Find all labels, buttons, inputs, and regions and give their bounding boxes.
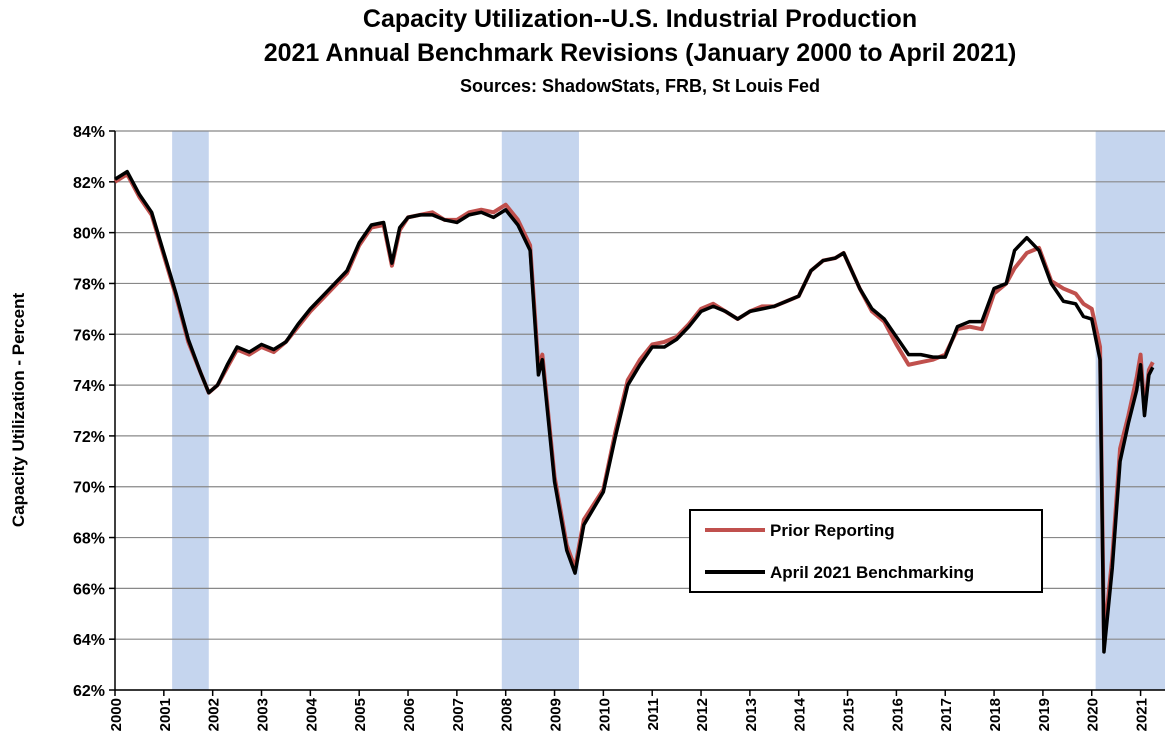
y-tick-label: 74%: [73, 378, 105, 395]
x-tick-label: 2002: [206, 698, 223, 731]
y-tick-label: 80%: [73, 226, 105, 243]
x-tick-label: 2020: [1085, 698, 1102, 731]
y-tick-label: 68%: [73, 531, 105, 548]
y-tick-label: 78%: [73, 276, 105, 293]
y-tick-label: 72%: [73, 429, 105, 446]
x-tick-label: 2012: [694, 698, 711, 731]
x-tick-label: 2015: [841, 698, 858, 731]
x-tick-label: 2001: [157, 698, 174, 731]
y-tick-label: 62%: [73, 683, 105, 700]
x-tick-label: 2004: [303, 697, 320, 731]
legend-box: [689, 509, 1043, 593]
x-tick-label: 2010: [596, 698, 613, 731]
y-axis-label: Capacity Utilization - Percent: [9, 293, 28, 528]
y-tick-label: 70%: [73, 480, 105, 497]
x-tick-label: 2009: [548, 698, 565, 731]
recession-shade: [172, 131, 209, 690]
x-tick-label: 2013: [743, 698, 760, 731]
x-tick-label: 2011: [645, 698, 662, 731]
chart-source: Sources: ShadowStats, FRB, St Louis Fed: [460, 76, 820, 96]
x-tick-label: 2008: [499, 698, 516, 731]
x-tick-label: 2014: [792, 697, 809, 731]
x-tick-label: 2006: [401, 698, 418, 731]
y-tick-label: 76%: [73, 327, 105, 344]
x-tick-label: 2000: [108, 698, 125, 731]
y-tick-label: 84%: [73, 124, 105, 141]
chart-subtitle: 2021 Annual Benchmark Revisions (January…: [264, 39, 1017, 67]
recession-shade: [501, 131, 579, 690]
x-tick-label: 2021: [1134, 698, 1151, 731]
x-tick-label: 2005: [352, 698, 369, 731]
legend-label: Prior Reporting: [770, 521, 895, 540]
series-line: [114, 169, 1155, 654]
legend-label: April 2021 Benchmarking: [770, 563, 974, 582]
x-tick-label: 2019: [1036, 698, 1053, 731]
x-tick-label: 2016: [889, 698, 906, 731]
x-tick-label: 2003: [255, 698, 272, 731]
x-tick-label: 2007: [450, 698, 467, 731]
y-tick-label: 82%: [73, 175, 105, 192]
x-tick-label: 2018: [987, 698, 1004, 731]
y-tick-label: 64%: [73, 632, 105, 649]
x-tick-label: 2017: [938, 698, 955, 731]
chart-title: Capacity Utilization--U.S. Industrial Pr…: [363, 5, 917, 33]
y-tick-label: 66%: [73, 581, 105, 598]
